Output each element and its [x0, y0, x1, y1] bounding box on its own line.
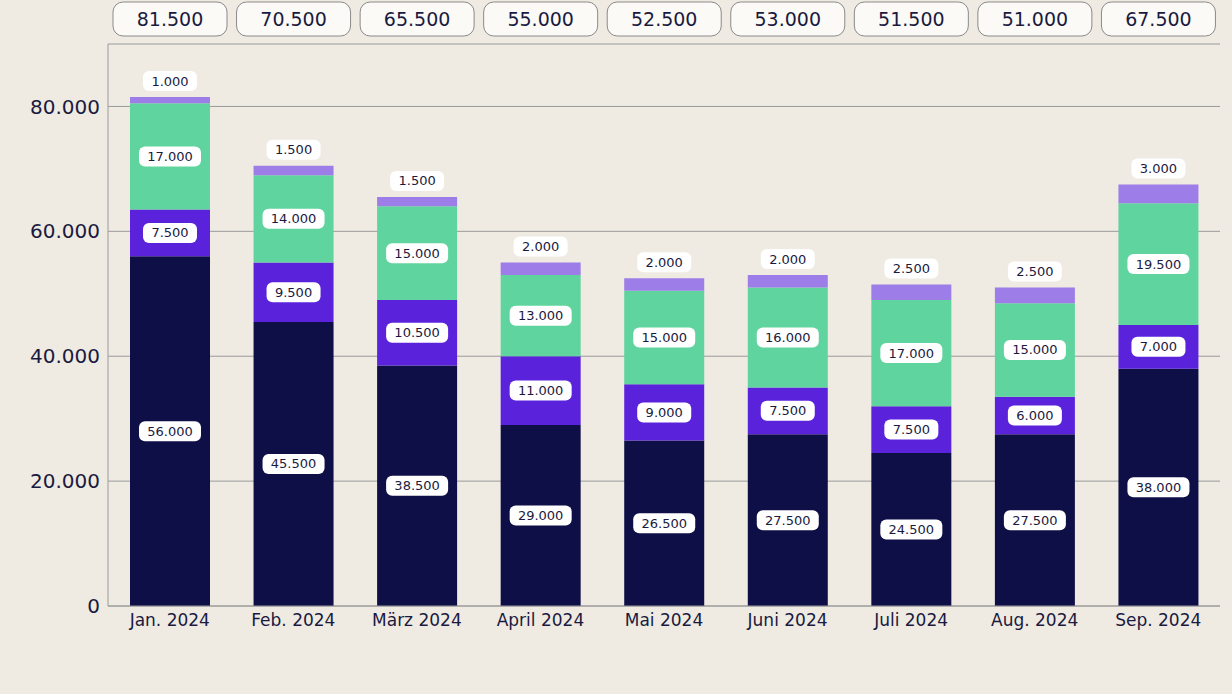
- svg-text:15.000: 15.000: [1012, 342, 1058, 357]
- svg-text:10.500: 10.500: [394, 325, 440, 340]
- svg-text:Aug. 2024: Aug. 2024: [991, 610, 1078, 630]
- svg-text:9.500: 9.500: [275, 285, 312, 300]
- svg-text:Juli 2024: Juli 2024: [873, 610, 948, 630]
- svg-text:53.000: 53.000: [755, 8, 821, 30]
- svg-text:1.500: 1.500: [399, 173, 436, 188]
- svg-text:2.500: 2.500: [893, 261, 930, 276]
- svg-text:19.500: 19.500: [1136, 257, 1182, 272]
- svg-text:Feb. 2024: Feb. 2024: [251, 610, 335, 630]
- svg-text:Mai 2024: Mai 2024: [625, 610, 703, 630]
- svg-text:40.000: 40.000: [30, 344, 100, 368]
- svg-text:13.000: 13.000: [518, 308, 564, 323]
- svg-text:67.500: 67.500: [1125, 8, 1191, 30]
- svg-text:52.500: 52.500: [631, 8, 697, 30]
- svg-text:51.500: 51.500: [878, 8, 944, 30]
- svg-text:38.500: 38.500: [394, 478, 440, 493]
- svg-text:80.000: 80.000: [30, 95, 100, 119]
- svg-text:56.000: 56.000: [147, 424, 193, 439]
- svg-text:2.000: 2.000: [522, 239, 559, 254]
- svg-text:27.500: 27.500: [1012, 513, 1058, 528]
- svg-text:2.000: 2.000: [769, 252, 806, 267]
- svg-text:Jan. 2024: Jan. 2024: [129, 610, 210, 630]
- svg-text:38.000: 38.000: [1136, 480, 1182, 495]
- svg-text:24.500: 24.500: [889, 522, 935, 537]
- svg-text:15.000: 15.000: [641, 330, 687, 345]
- svg-text:14.000: 14.000: [271, 211, 317, 226]
- svg-text:1.000: 1.000: [151, 74, 188, 89]
- svg-text:0: 0: [87, 594, 100, 618]
- svg-text:27.500: 27.500: [765, 513, 811, 528]
- svg-text:26.500: 26.500: [641, 516, 687, 531]
- svg-text:17.000: 17.000: [889, 346, 935, 361]
- svg-text:7.500: 7.500: [893, 422, 930, 437]
- svg-text:29.000: 29.000: [518, 508, 564, 523]
- svg-text:6.000: 6.000: [1016, 408, 1053, 423]
- svg-text:15.000: 15.000: [394, 246, 440, 261]
- svg-text:9.000: 9.000: [646, 405, 683, 420]
- svg-text:20.000: 20.000: [30, 469, 100, 493]
- svg-text:65.500: 65.500: [384, 8, 450, 30]
- svg-text:Juni 2024: Juni 2024: [747, 610, 828, 630]
- svg-text:55.000: 55.000: [507, 8, 573, 30]
- svg-text:70.500: 70.500: [260, 8, 326, 30]
- svg-text:2.000: 2.000: [646, 255, 683, 270]
- svg-text:1.500: 1.500: [275, 142, 312, 157]
- svg-text:2.500: 2.500: [1016, 264, 1053, 279]
- svg-text:81.500: 81.500: [137, 8, 203, 30]
- svg-text:April 2024: April 2024: [497, 610, 585, 630]
- svg-text:17.000: 17.000: [147, 149, 193, 164]
- svg-text:3.000: 3.000: [1140, 161, 1177, 176]
- svg-text:Sep. 2024: Sep. 2024: [1115, 610, 1201, 630]
- svg-text:51.000: 51.000: [1002, 8, 1068, 30]
- svg-text:11.000: 11.000: [518, 383, 564, 398]
- svg-text:60.000: 60.000: [30, 219, 100, 243]
- svg-text:7.000: 7.000: [1140, 339, 1177, 354]
- svg-text:45.500: 45.500: [271, 456, 317, 471]
- svg-text:7.500: 7.500: [151, 225, 188, 240]
- svg-text:16.000: 16.000: [765, 330, 811, 345]
- svg-text:März 2024: März 2024: [372, 610, 462, 630]
- svg-text:7.500: 7.500: [769, 403, 806, 418]
